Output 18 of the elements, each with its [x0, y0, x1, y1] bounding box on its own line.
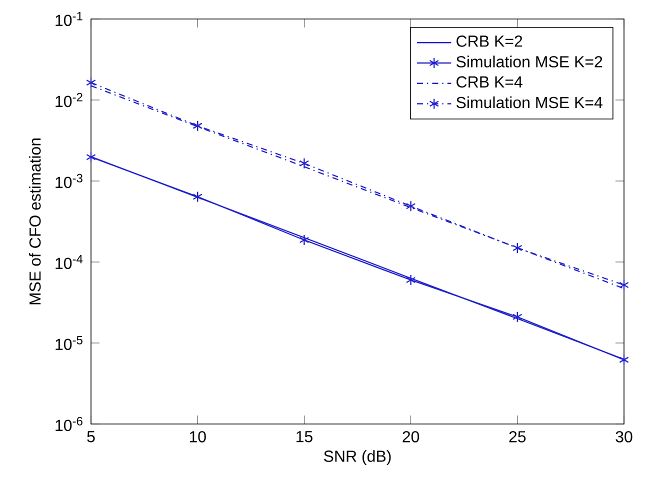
legend-label: Simulation MSE K=4	[456, 96, 602, 108]
x-tick-label: 5	[87, 431, 95, 442]
legend-label: Simulation MSE K=2	[456, 56, 602, 68]
x-tick-label: 10	[190, 431, 206, 442]
x-tick-label: 25	[509, 431, 526, 442]
y-tick-label: 10$^{-5}$	[56, 336, 82, 350]
legend-label: CRB K=4	[456, 76, 522, 88]
x-tick-label: 30	[616, 431, 632, 442]
x-axis-title: SNR (dB)	[324, 450, 391, 466]
x-tick-label: 20	[402, 431, 420, 442]
x-tick-label: 15	[296, 431, 312, 442]
y-tick-label: 10$^{-6}$	[56, 416, 82, 432]
y-tick-label: 10$^{-2}$	[56, 92, 82, 108]
y-tick-label: 10$^{-1}$	[56, 12, 82, 26]
y-tick-label: 10$^{-3}$	[56, 174, 82, 188]
legend-label: CRB K=2	[456, 36, 522, 47]
y-tick-label: 10$^{-4}$	[56, 254, 83, 270]
y-axis-title: MSE of CFO estimation	[28, 138, 41, 304]
